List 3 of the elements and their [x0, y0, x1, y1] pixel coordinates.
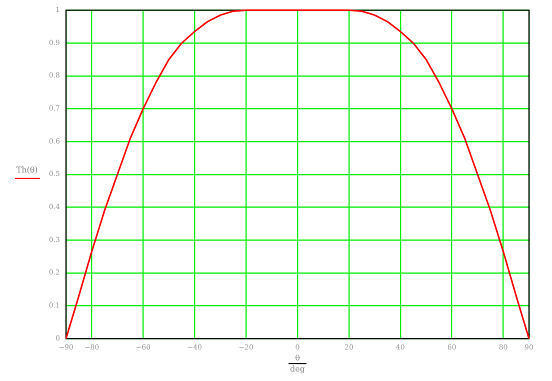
text: deg — [290, 364, 305, 374]
x-axis-title: θ — [295, 354, 300, 363]
y-axis-title: Th(θ) — [16, 165, 38, 174]
